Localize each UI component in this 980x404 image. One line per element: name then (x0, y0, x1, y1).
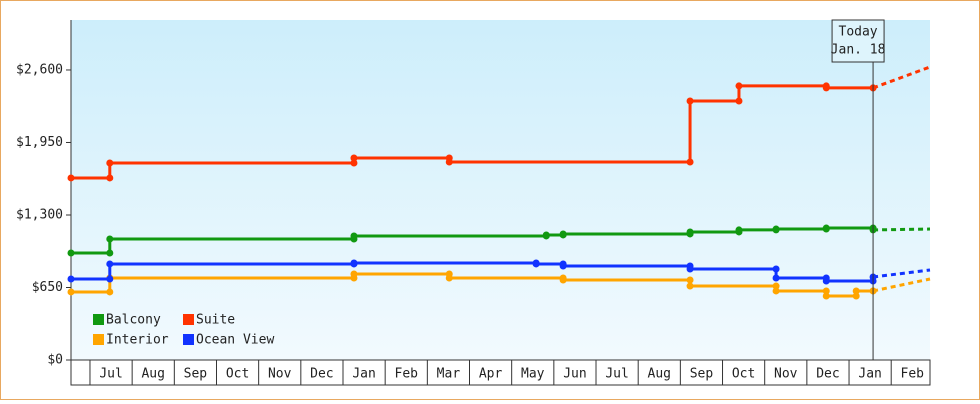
point (772, 287, 780, 295)
y-tick-label: $650 (32, 280, 63, 295)
legend-label: Interior (106, 333, 169, 348)
x-tick-label: Jul (605, 367, 628, 382)
point (350, 154, 358, 162)
forecast-line (872, 65, 931, 90)
point (852, 287, 860, 295)
point (559, 276, 567, 284)
x-tick-label: Oct (732, 367, 755, 382)
x-tick-label: Mar (437, 367, 461, 382)
x-tick-label: Feb (901, 367, 925, 382)
point (822, 277, 830, 285)
today-box (831, 19, 885, 63)
legend-swatch (183, 314, 194, 325)
x-tick-label: Sep (690, 367, 714, 382)
legend-swatch (183, 334, 194, 345)
x-tick-label: May (521, 367, 545, 382)
x-tick-label: Jun (563, 367, 586, 382)
legend-label: Ocean View (196, 333, 274, 348)
point (445, 274, 453, 282)
corner-dot (106, 288, 114, 296)
point (559, 262, 567, 270)
x-tick-label: Aug (141, 367, 164, 382)
month-strip (70, 359, 931, 386)
point (67, 288, 75, 296)
point (106, 235, 114, 243)
y-tick-label: $0 (47, 353, 63, 368)
y-tick-label: $1,950 (16, 135, 63, 150)
point (735, 226, 743, 234)
x-tick-label: Aug (648, 367, 671, 382)
point (735, 82, 743, 90)
forecast-line (873, 227, 931, 232)
x-tick-label: Jan (352, 367, 375, 382)
forecast-line (872, 268, 931, 279)
corner-dot (852, 292, 860, 300)
point (67, 249, 75, 257)
forecast-line (872, 277, 931, 293)
plot-area (71, 20, 930, 360)
x-tick-label: Dec (310, 367, 333, 382)
x-tick-label: Oct (226, 367, 249, 382)
point (772, 274, 780, 282)
legend-swatch (93, 314, 104, 325)
point (686, 265, 694, 273)
point (106, 260, 114, 268)
corner-dot (106, 174, 114, 182)
point (686, 228, 694, 236)
point (67, 174, 75, 182)
corner-dot (772, 265, 780, 273)
y-tick-label: $1,300 (16, 207, 63, 222)
corner-dot (772, 282, 780, 290)
corner-dot (735, 97, 743, 105)
point (532, 260, 540, 268)
point (822, 224, 830, 232)
point (772, 225, 780, 233)
legend-swatch (93, 334, 104, 345)
legend-label: Balcony (106, 313, 161, 328)
point (106, 159, 114, 167)
point (350, 259, 358, 267)
point (822, 84, 830, 92)
point (559, 230, 567, 238)
x-tick-label: Apr (479, 367, 503, 382)
x-tick-label: Nov (774, 367, 798, 382)
point (542, 231, 550, 239)
x-tick-label: Jul (99, 367, 122, 382)
corner-dot (106, 275, 114, 283)
point (67, 275, 75, 283)
corner-dot (686, 158, 694, 166)
corner-dot (106, 249, 114, 257)
point (686, 97, 694, 105)
corner-dot (822, 287, 830, 295)
point (822, 292, 830, 300)
x-tick-label: Jan (858, 367, 881, 382)
x-tick-label: Dec (816, 367, 839, 382)
point (445, 158, 453, 166)
point (350, 232, 358, 240)
x-tick-label: Nov (268, 367, 292, 382)
x-tick-label: Feb (395, 367, 419, 382)
today-date: Jan. 18 (831, 43, 886, 58)
point (686, 282, 694, 290)
today-label: Today (839, 25, 878, 40)
corner-dot (350, 159, 358, 167)
x-tick-label: Sep (184, 367, 208, 382)
y-tick-label: $2,600 (16, 62, 63, 77)
point (350, 270, 358, 278)
legend-label: Suite (196, 313, 235, 328)
corner-dot (686, 276, 694, 284)
